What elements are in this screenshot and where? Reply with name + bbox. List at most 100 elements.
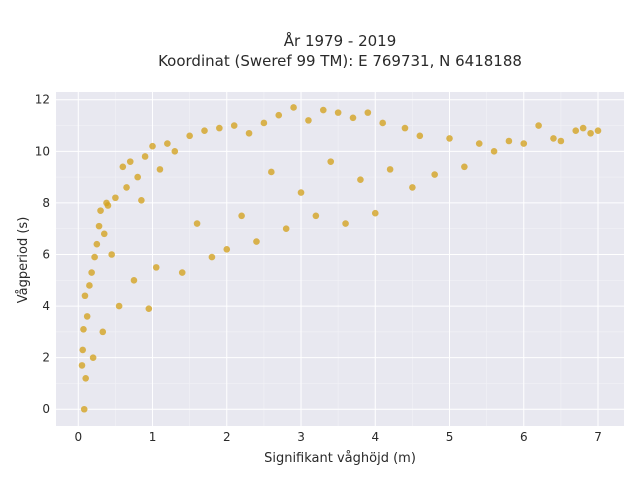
- x-tick-label: 4: [371, 430, 379, 444]
- data-point: [141, 153, 149, 160]
- data-point: [550, 135, 557, 142]
- data-point: [461, 163, 468, 171]
- data-point: [82, 374, 89, 382]
- y-tick-label: 6: [42, 247, 50, 261]
- x-tick-label: 2: [223, 430, 231, 444]
- chart-title-line-1: År 1979 - 2019: [284, 31, 397, 50]
- data-point: [208, 253, 216, 261]
- data-point: [319, 106, 327, 114]
- chart-title-line-2: Koordinat (Sweref 99 TM): E 769731, N 64…: [158, 52, 522, 70]
- data-point: [342, 220, 349, 227]
- data-point: [145, 305, 153, 312]
- data-point: [99, 328, 107, 336]
- data-point: [193, 220, 201, 227]
- x-tick-label: 1: [149, 430, 157, 444]
- data-point: [245, 129, 253, 137]
- data-point: [149, 142, 156, 150]
- data-point: [579, 124, 587, 132]
- x-tick-label: 7: [594, 430, 602, 444]
- data-point: [201, 127, 208, 134]
- data-point: [327, 158, 335, 165]
- data-point: [89, 354, 97, 361]
- data-point: [130, 276, 138, 284]
- data-point: [93, 240, 101, 248]
- data-point: [78, 362, 86, 369]
- data-point: [126, 158, 134, 165]
- data-point: [123, 184, 130, 191]
- data-point: [230, 122, 238, 129]
- plot-area: [56, 92, 624, 426]
- data-point: [290, 104, 297, 111]
- data-point: [587, 129, 594, 137]
- data-point: [297, 189, 305, 196]
- data-point: [95, 222, 103, 230]
- data-point: [305, 117, 312, 124]
- data-point: [409, 184, 416, 191]
- data-points: [78, 104, 602, 413]
- data-point: [134, 173, 141, 181]
- data-point: [112, 194, 119, 202]
- y-tick-label: 8: [42, 196, 50, 210]
- data-point: [104, 202, 112, 209]
- x-tick-label: 5: [446, 430, 454, 444]
- data-point: [431, 171, 438, 178]
- y-axis-title: Vågperiod (s): [16, 217, 31, 304]
- data-point: [83, 313, 91, 320]
- data-point: [86, 282, 93, 289]
- data-point: [357, 176, 364, 183]
- data-point: [312, 212, 320, 220]
- data-point: [572, 127, 580, 134]
- data-point: [260, 119, 268, 127]
- x-tick-label: 6: [520, 430, 528, 444]
- data-point: [88, 269, 95, 276]
- data-point: [349, 114, 357, 122]
- data-point: [416, 132, 424, 140]
- data-point: [282, 225, 290, 232]
- data-point: [79, 346, 87, 354]
- x-tick-label: 0: [74, 430, 82, 444]
- data-point: [535, 122, 542, 129]
- y-tick-label: 12: [35, 93, 50, 107]
- data-point: [178, 269, 186, 276]
- data-point: [164, 140, 171, 147]
- data-point: [138, 197, 145, 204]
- data-point: [520, 140, 528, 147]
- data-point: [97, 207, 104, 214]
- data-point: [80, 405, 88, 413]
- data-point: [119, 163, 127, 171]
- data-point: [216, 124, 223, 132]
- data-point: [275, 111, 283, 119]
- data-point: [557, 137, 565, 145]
- data-point: [364, 109, 372, 116]
- data-point: [223, 246, 231, 253]
- data-point: [490, 148, 498, 155]
- y-tick-label: 2: [42, 351, 50, 365]
- data-point: [238, 212, 245, 220]
- x-tick-label: 3: [297, 430, 305, 444]
- data-point: [334, 109, 342, 116]
- y-tick-label: 0: [42, 402, 50, 416]
- data-point: [371, 209, 379, 217]
- data-point: [156, 166, 164, 173]
- data-point: [186, 132, 193, 140]
- data-point: [401, 124, 409, 132]
- data-point: [253, 238, 260, 245]
- grid: [56, 92, 624, 426]
- data-point: [379, 119, 386, 127]
- data-point: [505, 137, 513, 145]
- data-point: [80, 325, 87, 333]
- data-point: [446, 135, 453, 142]
- data-point: [108, 251, 115, 258]
- data-point: [91, 253, 98, 261]
- data-point: [594, 127, 602, 134]
- data-point: [268, 168, 275, 176]
- x-axis-title: Signifikant våghöjd (m): [264, 451, 416, 466]
- data-point: [152, 264, 160, 271]
- y-tick-label: 10: [35, 144, 50, 158]
- data-point: [115, 302, 123, 310]
- data-point: [171, 148, 179, 155]
- y-tick-label: 4: [42, 299, 50, 313]
- data-point: [386, 166, 394, 173]
